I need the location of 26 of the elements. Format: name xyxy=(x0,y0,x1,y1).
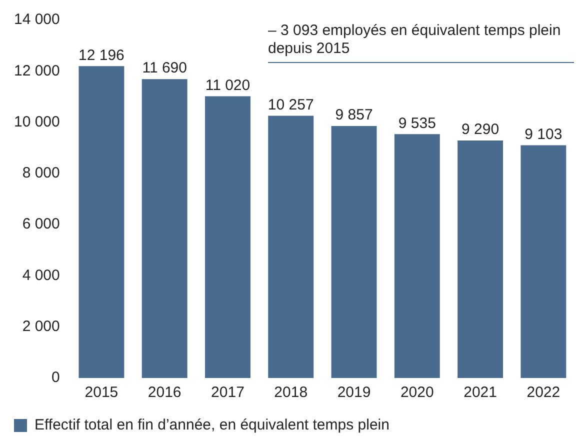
y-tick-label: 2 000 xyxy=(22,318,60,335)
x-tick-label: 2022 xyxy=(526,384,560,402)
y-tick-label: 12 000 xyxy=(14,62,60,80)
y-tick-label: 8 000 xyxy=(22,164,60,182)
data-label: 9 290 xyxy=(462,121,500,138)
x-tick-label: 2015 xyxy=(84,384,118,402)
x-tick-label: 2016 xyxy=(148,384,182,402)
y-tick-label: 10 000 xyxy=(14,113,60,130)
y-tick-label: 0 xyxy=(52,369,60,386)
x-tick-label: 2017 xyxy=(211,384,244,402)
data-label: 11 690 xyxy=(142,60,187,77)
x-tick-label: 2021 xyxy=(464,384,497,402)
x-tick-label: 2020 xyxy=(400,384,434,402)
y-tick-label: 14 000 xyxy=(14,11,60,28)
data-label: 9 103 xyxy=(524,126,562,143)
data-label: 12 196 xyxy=(78,46,124,64)
data-label: 9 535 xyxy=(398,114,436,132)
data-label: 10 257 xyxy=(268,96,314,114)
annotation: – 3 093 employés en équivalent temps plein depuis 2015 xyxy=(268,22,574,63)
legend-label: Effectif total en fin d’année, en équivalent temps plein xyxy=(34,416,390,434)
data-label: 9 857 xyxy=(335,106,373,124)
data-label: 11 020 xyxy=(205,76,250,94)
y-tick-label: 6 000 xyxy=(22,216,60,233)
y-tick-label: 4 000 xyxy=(22,266,60,284)
x-tick-label: 2018 xyxy=(274,384,308,402)
x-tick-label: 2019 xyxy=(337,384,371,402)
